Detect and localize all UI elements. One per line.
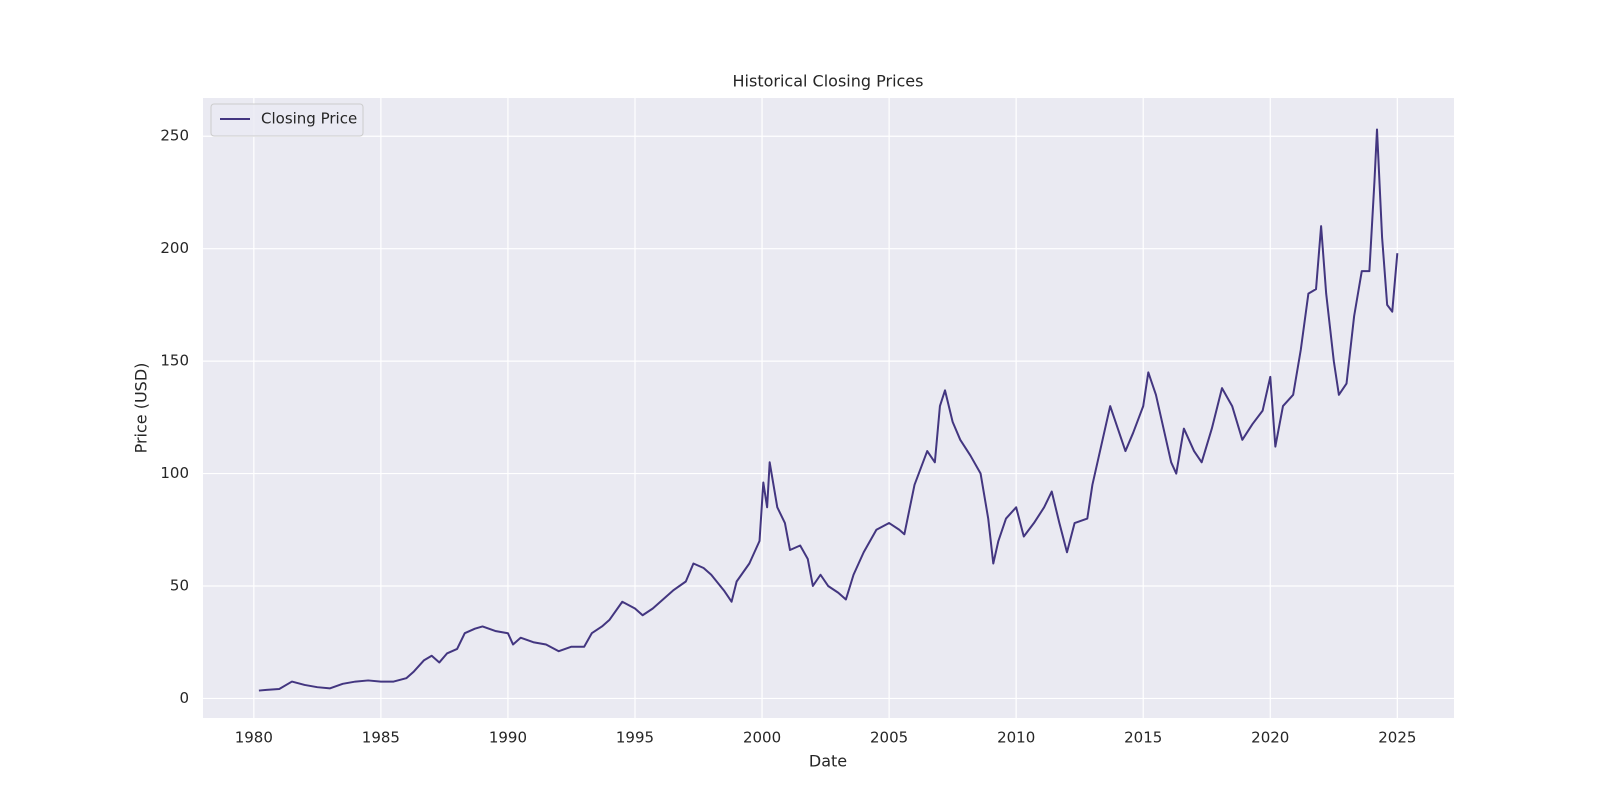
y-tick-label: 150 [160, 352, 189, 370]
x-tick-label: 1995 [616, 729, 654, 747]
legend-label: Closing Price [261, 110, 357, 128]
plot-area [203, 98, 1454, 718]
y-tick-label: 50 [170, 576, 189, 594]
x-tick-label: 2020 [1251, 729, 1289, 747]
y-tick-label: 100 [160, 464, 189, 482]
legend-box [210, 103, 364, 137]
chart-title: Historical Closing Prices [733, 72, 924, 91]
legend: Closing Price [210, 103, 364, 137]
y-axis-label: Price (USD) [132, 363, 151, 454]
x-tick-label: 1980 [235, 729, 273, 747]
y-tick-label: 250 [160, 127, 189, 145]
x-tick-label: 2000 [743, 729, 781, 747]
x-tick-label: 2025 [1378, 729, 1416, 747]
y-tick-label: 200 [160, 239, 189, 257]
x-tick-label: 2010 [997, 729, 1035, 747]
x-tick-label: 2015 [1124, 729, 1162, 747]
x-axis-label: Date [809, 752, 847, 771]
y-tick-label: 0 [179, 689, 189, 707]
x-tick-label: 1990 [489, 729, 527, 747]
line-series [258, 128, 1399, 692]
x-tick-label: 1985 [362, 729, 400, 747]
x-tick-label: 2005 [870, 729, 908, 747]
